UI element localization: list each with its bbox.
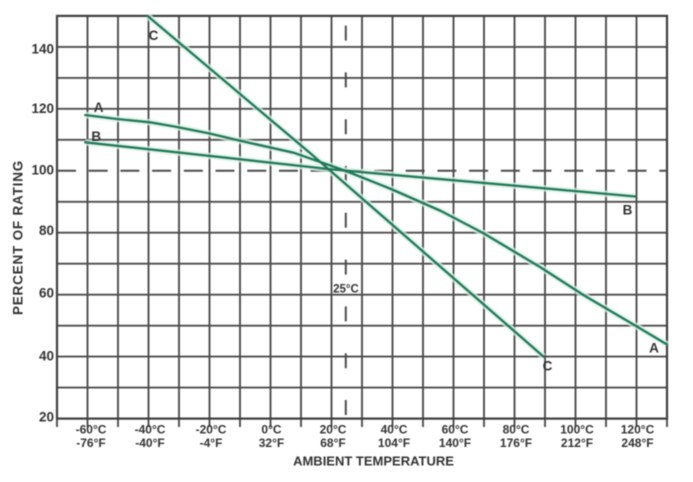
svg-text:68°F: 68°F <box>320 436 345 450</box>
svg-text:-40°C: -40°C <box>135 422 166 436</box>
svg-text:212°F: 212°F <box>561 436 593 450</box>
svg-text:80: 80 <box>39 223 54 238</box>
svg-text:-76°F: -76°F <box>76 436 105 450</box>
svg-text:60: 60 <box>39 285 54 300</box>
svg-text:-40°F: -40°F <box>135 436 164 450</box>
svg-text:60°C: 60°C <box>442 422 469 436</box>
svg-text:-4°F: -4°F <box>200 436 223 450</box>
svg-text:AMBIENT TEMPERATURE: AMBIENT TEMPERATURE <box>293 454 454 469</box>
svg-text:-20°C: -20°C <box>196 422 227 436</box>
svg-text:PERCENT OF RATING: PERCENT OF RATING <box>10 160 25 315</box>
svg-text:100°C: 100°C <box>560 422 594 436</box>
svg-text:A: A <box>94 100 104 115</box>
svg-text:-60°C: -60°C <box>76 422 107 436</box>
svg-text:0°C: 0°C <box>261 422 281 436</box>
svg-text:248°F: 248°F <box>621 436 653 450</box>
svg-text:C: C <box>149 28 159 43</box>
svg-text:176°F: 176°F <box>500 436 532 450</box>
svg-text:C: C <box>543 359 553 374</box>
svg-text:B: B <box>623 202 633 217</box>
svg-text:40°C: 40°C <box>381 422 408 436</box>
svg-text:100: 100 <box>31 162 54 177</box>
svg-text:32°F: 32°F <box>259 436 284 450</box>
svg-text:A: A <box>649 341 659 356</box>
svg-text:40: 40 <box>39 348 54 363</box>
svg-text:120: 120 <box>31 101 54 116</box>
svg-text:20: 20 <box>39 410 54 425</box>
svg-text:140: 140 <box>31 42 54 57</box>
svg-text:B: B <box>91 129 101 144</box>
svg-text:104°F: 104°F <box>378 436 410 450</box>
svg-text:20°C: 20°C <box>320 422 347 436</box>
svg-text:25°C: 25°C <box>333 284 359 296</box>
svg-text:120°C: 120°C <box>621 422 655 436</box>
svg-text:80°C: 80°C <box>503 422 530 436</box>
svg-text:140°F: 140°F <box>439 436 471 450</box>
